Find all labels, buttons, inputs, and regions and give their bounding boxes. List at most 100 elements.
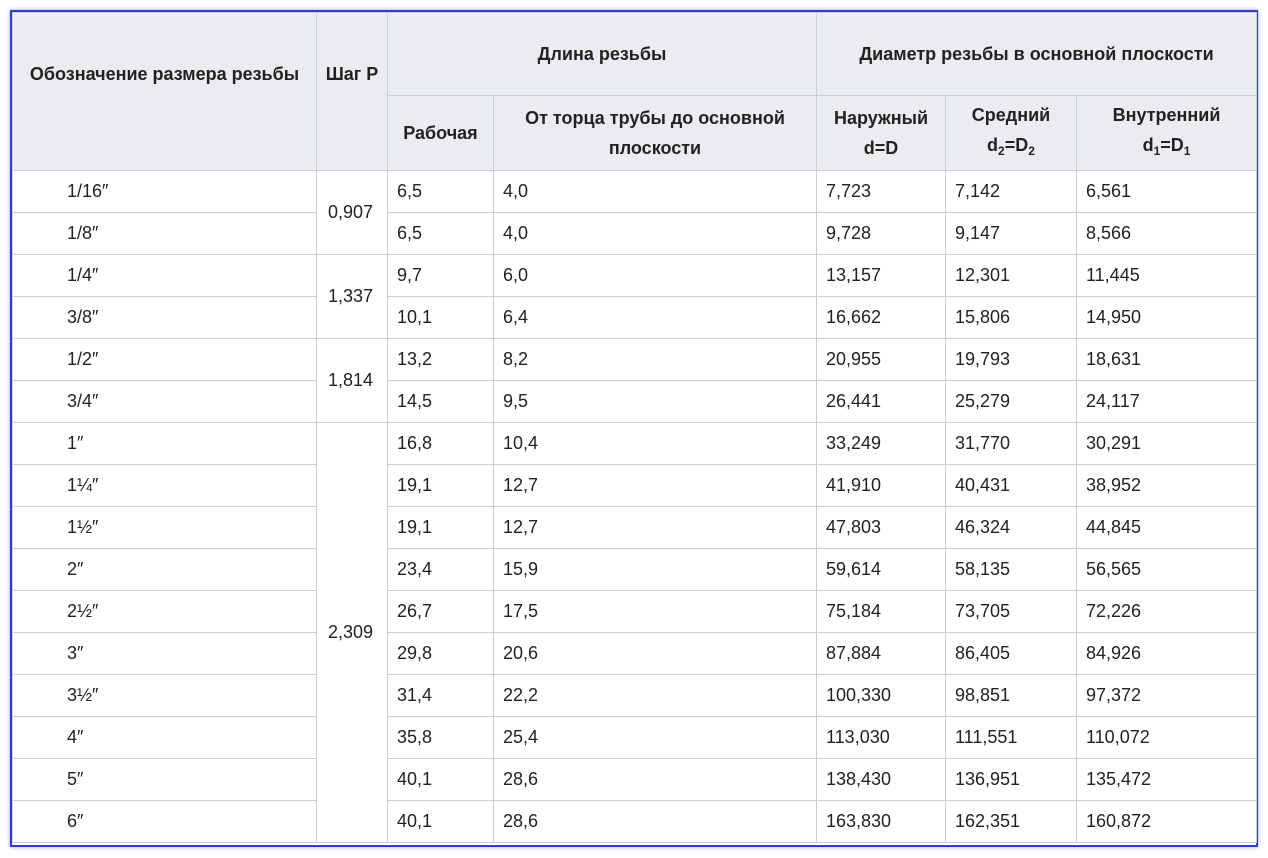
table-row: 4″ 35,8 25,4 113,030 111,551 110,072 — [12, 716, 1258, 759]
header-pitch: Шаг P — [316, 12, 388, 171]
cell-outer: 75,184 — [816, 590, 946, 633]
cell-size: 3″ — [12, 632, 317, 675]
header-length: Длина резьбы — [387, 12, 817, 96]
cell-inner: 72,226 — [1075, 590, 1258, 633]
cell-from-end: 12,7 — [493, 506, 817, 549]
cell-size: 2″ — [12, 548, 317, 591]
cell-working: 40,1 — [387, 800, 494, 843]
cell-inner: 8,566 — [1075, 212, 1258, 255]
cell-inner: 11,445 — [1075, 254, 1258, 297]
header-mean-formula: d2=D2 — [987, 135, 1035, 158]
cell-pitch: 2,309 — [316, 422, 388, 843]
header-row-2: Рабочая От торца трубы до основной плоск… — [13, 95, 1258, 171]
cell-inner: 24,117 — [1075, 380, 1258, 423]
cell-inner: 110,072 — [1075, 716, 1258, 759]
header-size: Обозначение размера резьбы — [12, 12, 317, 171]
cell-inner: 44,845 — [1075, 506, 1258, 549]
cell-from-end: 17,5 — [493, 590, 817, 633]
cell-from-end: 10,4 — [493, 422, 817, 465]
cell-from-end: 22,2 — [493, 674, 817, 717]
cell-from-end: 4,0 — [493, 170, 817, 213]
table-row: 1/16″ 0,907 6,5 4,0 7,723 7,142 6,561 — [12, 170, 1258, 255]
cell-working: 29,8 — [387, 632, 494, 675]
cell-from-end: 8,2 — [493, 338, 817, 381]
header-inner-formula: d1=D1 — [1142, 135, 1191, 158]
cell-mean: 25,279 — [945, 380, 1077, 423]
cell-inner: 135,472 — [1075, 758, 1258, 801]
header-row-1: Обозначение размера резьбы Шаг P Длина р… — [12, 12, 1258, 171]
cell-working: 9,7 — [387, 254, 494, 297]
header-diameter: Диаметр резьбы в основной плоскости — [815, 12, 1258, 96]
cell-working: 19,1 — [387, 506, 494, 549]
cell-outer: 59,614 — [816, 548, 946, 591]
header-inner: Внутренний d1=D1 — [1075, 95, 1258, 171]
cell-mean: 9,147 — [945, 212, 1077, 255]
cell-inner: 14,950 — [1075, 296, 1258, 339]
cell-inner: 56,565 — [1075, 548, 1258, 591]
cell-inner: 84,926 — [1075, 632, 1258, 675]
header-working: Рабочая — [387, 95, 494, 171]
cell-outer: 26,441 — [816, 380, 946, 423]
cell-mean: 19,793 — [945, 338, 1077, 381]
cell-outer: 113,030 — [816, 716, 946, 759]
cell-mean: 58,135 — [945, 548, 1077, 591]
cell-from-end: 9,5 — [493, 380, 817, 423]
cell-size: 1/2″ — [12, 338, 317, 381]
cell-inner: 97,372 — [1075, 674, 1258, 717]
cell-outer: 41,910 — [816, 464, 946, 507]
cell-from-end: 6,4 — [493, 296, 817, 339]
cell-mean: 40,431 — [945, 464, 1077, 507]
cell-inner: 30,291 — [1075, 422, 1258, 465]
cell-working: 14,5 — [387, 380, 494, 423]
cell-working: 13,2 — [387, 338, 494, 381]
cell-pitch: 0,907 — [316, 170, 388, 255]
cell-pitch: 1,337 — [316, 254, 388, 339]
cell-from-end: 25,4 — [493, 716, 817, 759]
cell-from-end: 4,0 — [493, 212, 817, 255]
cell-size: 4″ — [12, 716, 317, 759]
table-row: 1/8″ 6,5 4,0 9,728 9,147 8,566 — [12, 212, 1258, 255]
header-mean: Средний d2=D2 — [945, 95, 1077, 171]
cell-mean: 86,405 — [945, 632, 1077, 675]
cell-size: 5″ — [12, 758, 317, 801]
table-row: 1¼″ 19,1 12,7 41,910 40,431 38,952 — [12, 464, 1258, 507]
table-row: 1/4″ 1,337 9,7 6,0 13,157 12,301 11,445 — [12, 254, 1258, 339]
table-row: 1/2″ 1,814 13,2 8,2 20,955 19,793 18,631 — [12, 338, 1258, 423]
header-outer-label: Наружный — [833, 108, 929, 128]
cell-inner: 38,952 — [1075, 464, 1258, 507]
cell-mean: 7,142 — [945, 170, 1077, 213]
table-row: 3/8″ 10,1 6,4 16,662 15,806 14,950 — [12, 296, 1258, 339]
header-outer-formula: d=D — [863, 138, 899, 158]
table-row: 2″ 23,4 15,9 59,614 58,135 56,565 — [12, 548, 1258, 591]
cell-size: 3½″ — [12, 674, 317, 717]
cell-size: 1″ — [12, 422, 317, 465]
cell-mean: 46,324 — [945, 506, 1077, 549]
table-row: 3/4″ 14,5 9,5 26,441 25,279 24,117 — [12, 380, 1258, 423]
header-mean-label: Средний — [971, 105, 1051, 125]
cell-working: 31,4 — [387, 674, 494, 717]
cell-outer: 163,830 — [816, 800, 946, 843]
cell-outer: 100,330 — [816, 674, 946, 717]
table-row: 2½″ 26,7 17,5 75,184 73,705 72,226 — [12, 590, 1258, 633]
cell-mean: 31,770 — [945, 422, 1077, 465]
table-row: 6″ 40,1 28,6 163,830 162,351 160,872 — [12, 800, 1258, 843]
cell-outer: 20,955 — [816, 338, 946, 381]
cell-inner: 18,631 — [1075, 338, 1258, 381]
cell-outer: 7,723 — [816, 170, 946, 213]
cell-size: 2½″ — [12, 590, 317, 633]
cell-inner: 160,872 — [1075, 800, 1258, 843]
cell-working: 35,8 — [387, 716, 494, 759]
cell-size: 1/4″ — [12, 254, 317, 297]
table-row: 5″ 40,1 28,6 138,430 136,951 135,472 — [12, 758, 1258, 801]
cell-outer: 33,249 — [816, 422, 946, 465]
table-row: 3″ 29,8 20,6 87,884 86,405 84,926 — [12, 632, 1258, 675]
table-row: 1½″ 19,1 12,7 47,803 46,324 44,845 — [12, 506, 1258, 549]
thread-dimensions-table: Обозначение размера резьбы Шаг P Длина р… — [12, 12, 1258, 843]
cell-working: 19,1 — [387, 464, 494, 507]
cell-working: 23,4 — [387, 548, 494, 591]
table-row: 1″ 2,309 16,8 10,4 33,249 31,770 30,291 — [12, 422, 1258, 843]
cell-outer: 87,884 — [816, 632, 946, 675]
table-row: 3½″ 31,4 22,2 100,330 98,851 97,372 — [12, 674, 1258, 717]
cell-from-end: 12,7 — [493, 464, 817, 507]
cell-mean: 73,705 — [945, 590, 1077, 633]
